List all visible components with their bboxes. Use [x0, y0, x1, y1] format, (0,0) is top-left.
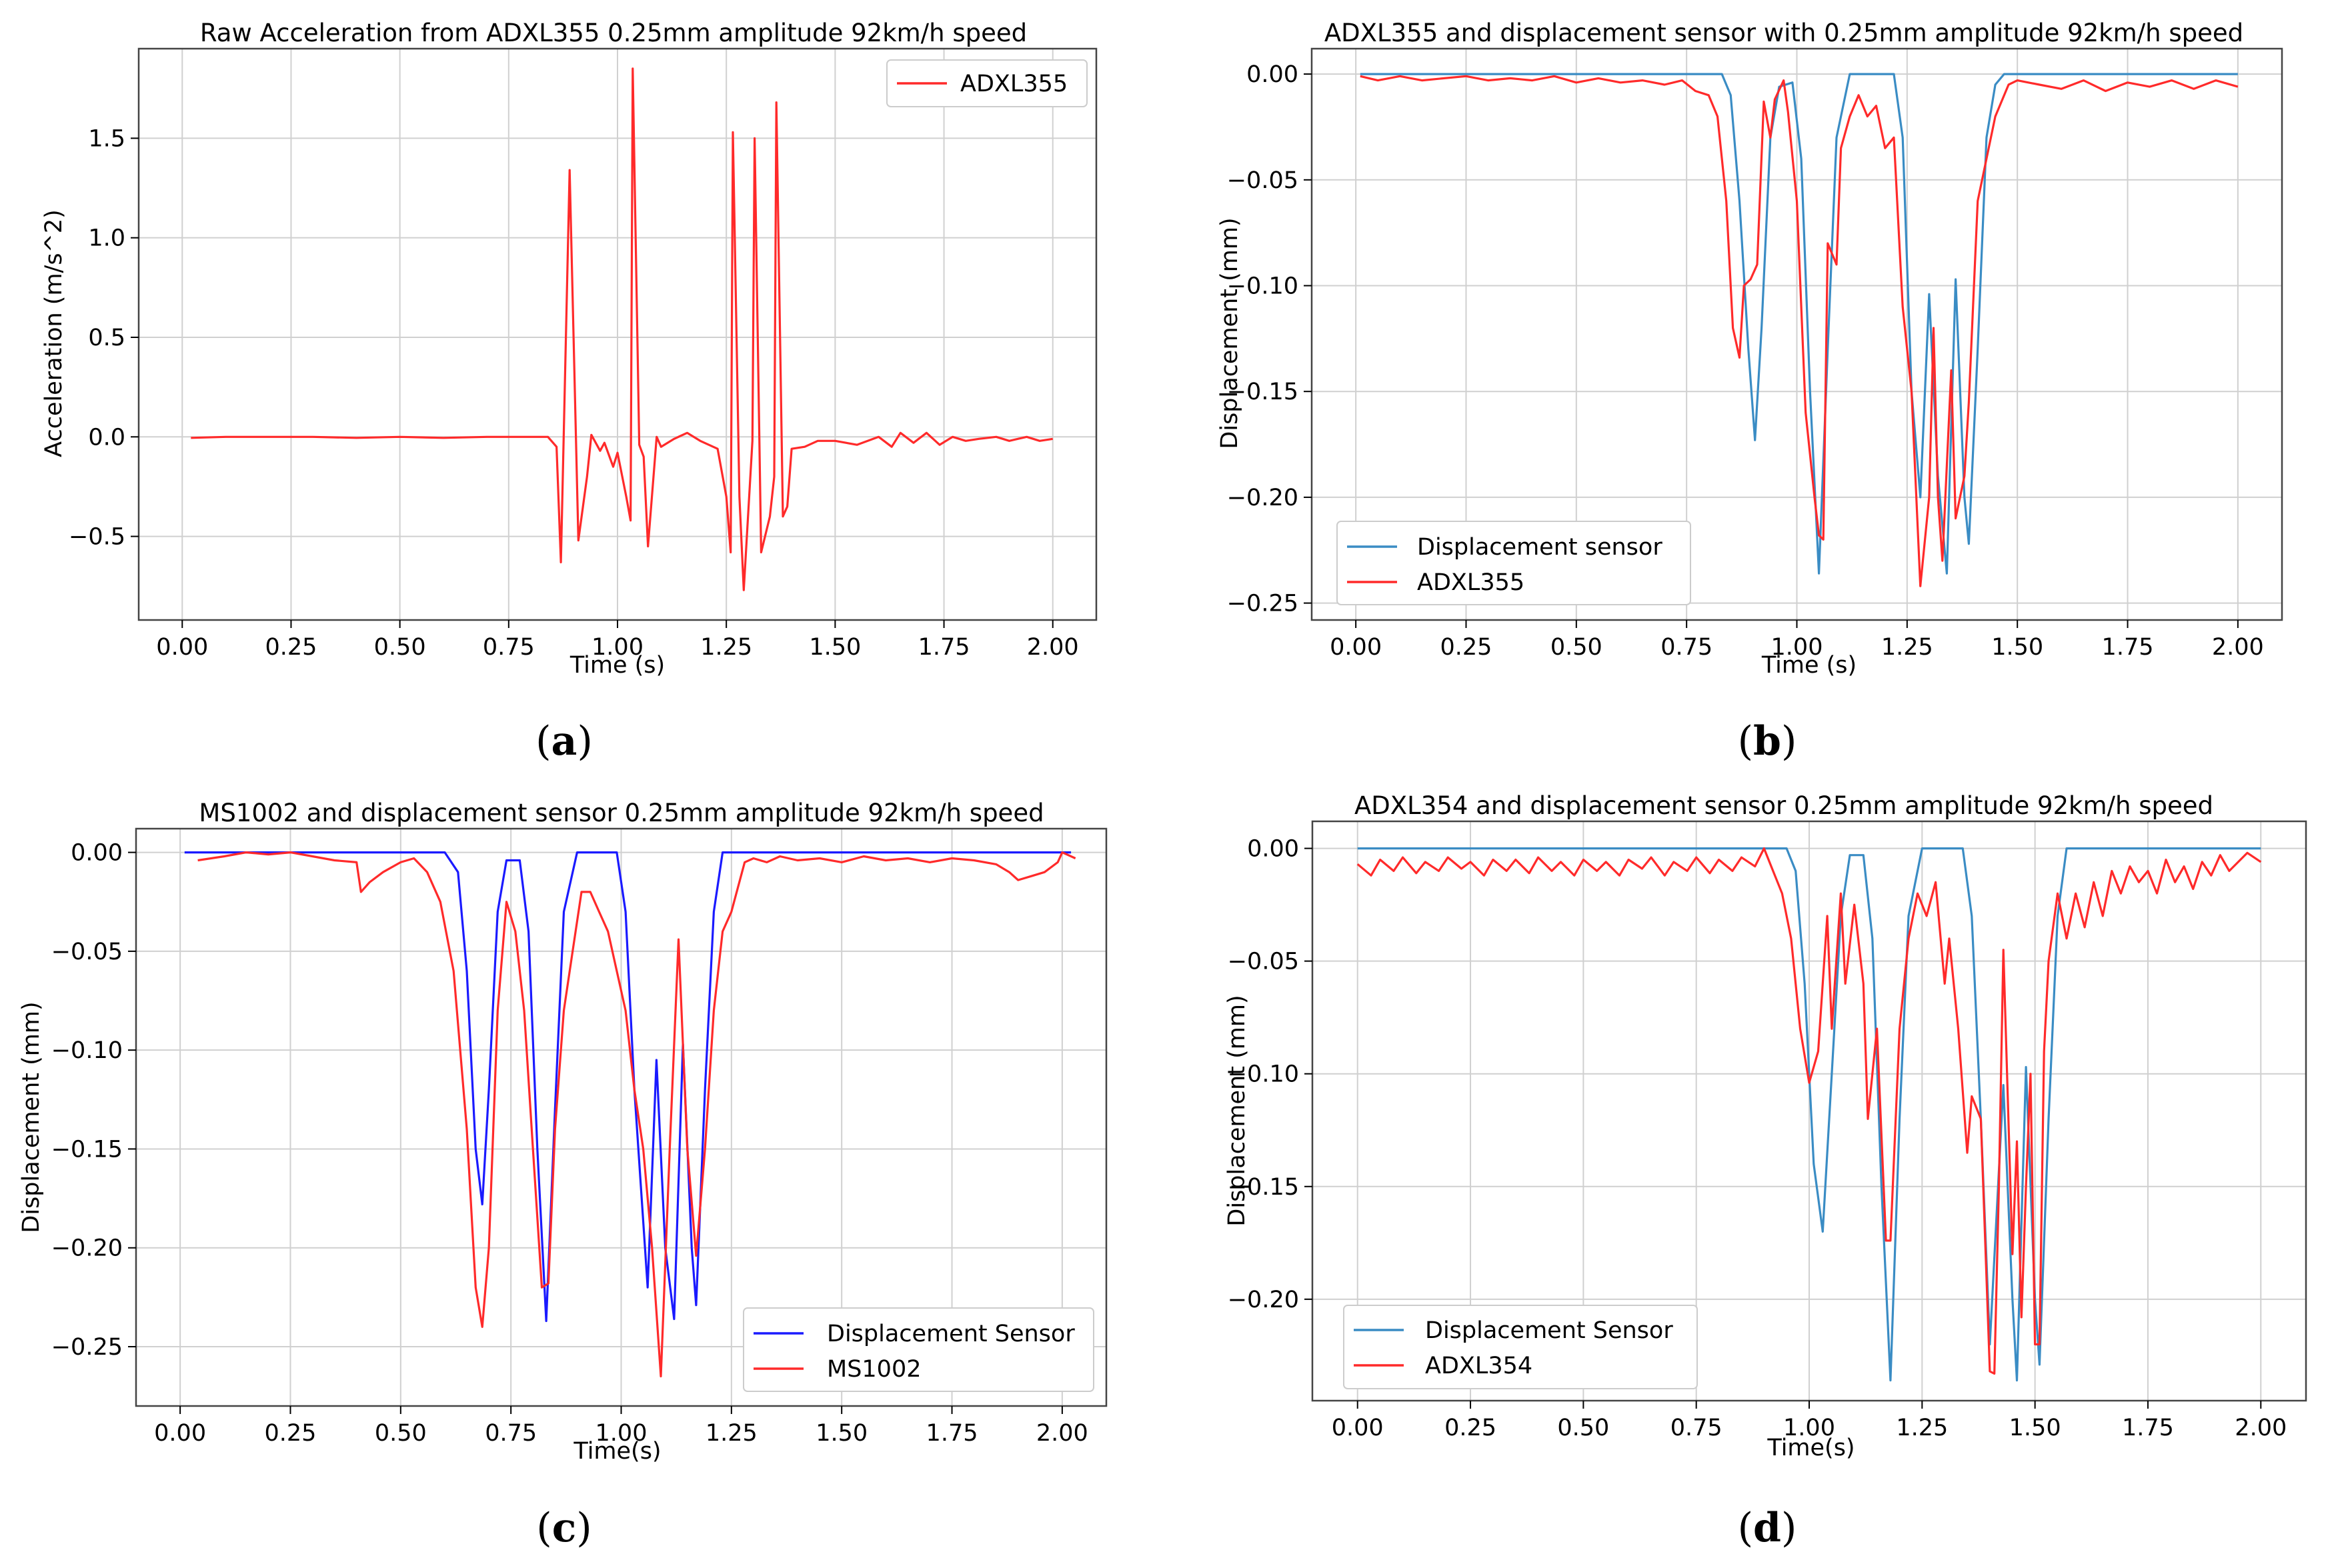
- caption-c: (c): [536, 1505, 592, 1551]
- chart-b-legend-label-1: ADXL355: [1417, 569, 1524, 596]
- chart-d-legend-label-1: ADXL354: [1425, 1353, 1532, 1379]
- caption-b-letter: b: [1753, 718, 1781, 765]
- chart-c-ytick-label: −0.20: [51, 1235, 123, 1262]
- caption-a-close: ): [577, 718, 592, 765]
- chart-c-xtick-label: 1.50: [816, 1420, 868, 1447]
- chart-c-ylabel: Displacement (mm): [18, 1001, 45, 1233]
- chart-panel-c: MS1002 and displacement sensor 0.25mm am…: [18, 799, 1106, 1551]
- chart-d-xtick-label: 1.75: [2122, 1415, 2174, 1441]
- chart-a-xtick-label: 0.25: [265, 634, 317, 661]
- caption-b-close: ): [1781, 718, 1797, 765]
- chart-a-xtick-label: 2.00: [1027, 634, 1079, 661]
- chart-c-ytick-label: −0.15: [51, 1136, 123, 1163]
- chart-d-xtick-label: 0.75: [1670, 1415, 1722, 1441]
- chart-a-xlabel: Time (s): [569, 652, 665, 679]
- chart-a-xtick-label: 0.75: [483, 634, 535, 661]
- chart-b-ytick-label: 0.00: [1246, 61, 1298, 88]
- chart-b-ytick-label: −0.20: [1227, 485, 1298, 511]
- chart-a-xtick-label: 0.50: [374, 634, 426, 661]
- chart-d-ylabel: Displacement (mm): [1224, 995, 1250, 1226]
- chart-d-xtick-label: 1.25: [1896, 1415, 1948, 1441]
- chart-d-xtick-label: 0.00: [1332, 1415, 1384, 1441]
- chart-d-legend: Displacement Sensor ADXL354: [1344, 1305, 1697, 1389]
- chart-c-xtick-label: 0.25: [265, 1420, 317, 1447]
- chart-b-ytick-label: −0.25: [1227, 591, 1298, 617]
- chart-a-legend: ADXL355: [887, 60, 1087, 107]
- chart-a-xtick-label: 0.00: [156, 634, 208, 661]
- chart-a-title: Raw Acceleration from ADXL355 0.25mm amp…: [200, 19, 1027, 47]
- chart-d-legend-label-0: Displacement Sensor: [1425, 1317, 1673, 1344]
- chart-b-xtick-label: 0.25: [1440, 634, 1492, 661]
- chart-d-xtick-label: 0.25: [1444, 1415, 1496, 1441]
- figure-canvas: Raw Acceleration from ADXL355 0.25mm amp…: [0, 0, 2340, 1568]
- caption-c-open: (: [536, 1505, 551, 1551]
- chart-b-xtick-label: 0.00: [1330, 634, 1382, 661]
- chart-c-ytick-label: −0.10: [51, 1037, 123, 1064]
- chart-c-xtick-label: 0.00: [154, 1420, 206, 1447]
- chart-b-title: ADXL355 and displacement sensor with 0.2…: [1324, 19, 2243, 47]
- chart-a-xtick-label: 1.50: [809, 634, 861, 661]
- caption-a-open: (: [535, 718, 551, 765]
- chart-a-legend-label-0: ADXL355: [960, 71, 1068, 97]
- chart-c-y-ticks: 0.00 −0.05 −0.10 −0.15 −0.20 −0.25: [51, 840, 136, 1361]
- caption-d-close: ): [1781, 1505, 1797, 1551]
- chart-c-xtick-label: 0.75: [485, 1420, 537, 1447]
- chart-b-ytick-label: −0.05: [1227, 167, 1298, 194]
- chart-b-xtick-label: 0.75: [1660, 634, 1712, 661]
- chart-c-xtick-label: 2.00: [1036, 1420, 1088, 1447]
- chart-b-xtick-label: 0.50: [1550, 634, 1602, 661]
- chart-b-xtick-label: 1.50: [1991, 634, 2043, 661]
- chart-a-xtick-label: 1.25: [700, 634, 752, 661]
- caption-a: (a): [535, 718, 593, 765]
- chart-b-legend: Displacement sensor ADXL355: [1337, 521, 1690, 605]
- chart-a-ytick-label: 0.0: [88, 424, 125, 451]
- chart-a-ytick-label: 1.5: [88, 125, 125, 152]
- chart-a-ytick-label: 0.5: [88, 325, 125, 351]
- chart-b-legend-label-0: Displacement sensor: [1417, 534, 1662, 561]
- chart-d-ytick-label: −0.05: [1228, 949, 1299, 975]
- chart-b-xtick-label: 1.25: [1881, 634, 1933, 661]
- chart-c-ytick-label: −0.25: [51, 1334, 123, 1361]
- caption-a-letter: a: [551, 718, 577, 765]
- chart-c-title: MS1002 and displacement sensor 0.25mm am…: [199, 799, 1044, 827]
- caption-d-letter: d: [1753, 1505, 1781, 1551]
- chart-b-ylabel: Displacement (mm): [1216, 217, 1243, 449]
- chart-c-ytick-label: 0.00: [71, 840, 123, 867]
- chart-c-xlabel: Time(s): [573, 1438, 661, 1465]
- chart-d-title: ADXL354 and displacement sensor 0.25mm a…: [1354, 791, 2213, 820]
- chart-d-xtick-label: 2.00: [2235, 1415, 2287, 1441]
- caption-c-close: ): [576, 1505, 592, 1551]
- chart-d-xtick-label: 1.50: [2009, 1415, 2061, 1441]
- chart-b-xlabel: Time (s): [1761, 652, 1857, 679]
- chart-c-legend: Displacement Sensor MS1002: [744, 1308, 1094, 1391]
- caption-b-open: (: [1738, 718, 1753, 765]
- chart-c-xtick-label: 0.50: [375, 1420, 427, 1447]
- chart-d-ytick-label: 0.00: [1247, 836, 1299, 863]
- chart-a-ytick-label: 1.0: [88, 225, 125, 252]
- chart-panel-a: Raw Acceleration from ADXL355 0.25mm amp…: [41, 19, 1096, 765]
- chart-b-xtick-label: 1.75: [2102, 634, 2154, 661]
- chart-a-xtick-label: 1.75: [918, 634, 970, 661]
- chart-d-xlabel: Time(s): [1767, 1435, 1855, 1461]
- chart-panel-d: ADXL354 and displacement sensor 0.25mm a…: [1224, 791, 2306, 1551]
- caption-d-open: (: [1738, 1505, 1753, 1551]
- chart-c-legend-label-1: MS1002: [827, 1356, 922, 1383]
- chart-c-xtick-label: 1.75: [926, 1420, 978, 1447]
- caption-d: (d): [1738, 1505, 1797, 1551]
- chart-d-xtick-label: 0.50: [1557, 1415, 1609, 1441]
- chart-a-ytick-label: −0.5: [69, 524, 125, 551]
- chart-a-ylabel: Acceleration (m/s^2): [41, 209, 67, 457]
- chart-a-y-ticks: −0.5 0.0 0.5 1.0 1.5: [69, 125, 139, 550]
- chart-c-legend-label-0: Displacement Sensor: [827, 1321, 1075, 1347]
- caption-b: (b): [1738, 718, 1797, 765]
- chart-b-xtick-label: 2.00: [2212, 634, 2264, 661]
- chart-c-ytick-label: −0.05: [51, 939, 123, 965]
- chart-c-xtick-label: 1.25: [706, 1420, 758, 1447]
- caption-c-letter: c: [552, 1505, 577, 1551]
- chart-panel-b: ADXL355 and displacement sensor with 0.2…: [1216, 19, 2282, 765]
- chart-d-ytick-label: −0.20: [1228, 1287, 1299, 1313]
